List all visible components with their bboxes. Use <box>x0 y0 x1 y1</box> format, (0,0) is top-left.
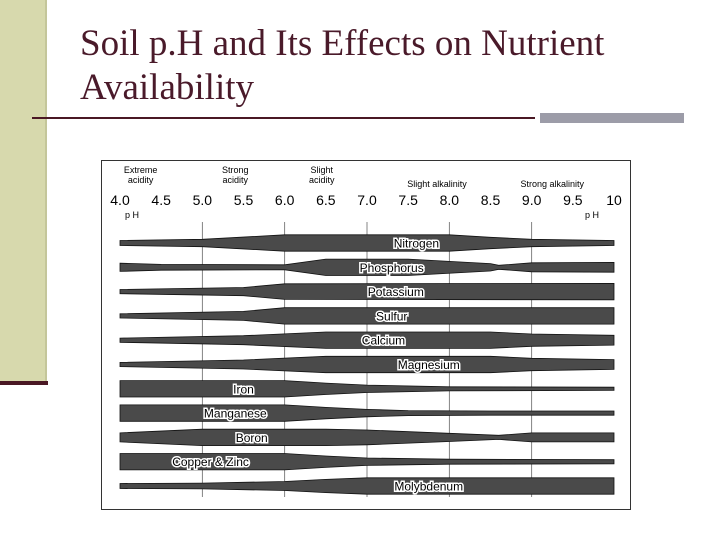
ph-tick-label: 6.0 <box>275 192 295 208</box>
nutrient-band <box>119 234 615 252</box>
ph-tick-label: 4.5 <box>151 192 171 208</box>
ph-tick-label: 8.0 <box>440 192 460 208</box>
title-rule <box>32 117 535 119</box>
nutrient-label: Copper & Zinc <box>172 455 249 469</box>
nutrient-label: Phosphorus <box>360 261 424 275</box>
nutrient-band <box>119 282 615 301</box>
slide-title: Soil p.H and Its Effects on Nutrient Ava… <box>80 22 700 110</box>
nutrient-band <box>119 331 615 349</box>
ph-axis-label-right: p H <box>585 210 599 220</box>
nutrient-band <box>119 477 615 495</box>
nutrient-label: Manganese <box>204 407 267 421</box>
sidebar-underline <box>0 381 48 385</box>
ph-tick-label: 5.5 <box>234 192 254 208</box>
ph-tick-label: 9.0 <box>522 192 542 208</box>
title-rule-accent <box>540 113 684 123</box>
alkalinity-label: Strong alkalinity <box>520 179 584 189</box>
alkalinity-label: Slight alkalinity <box>407 179 467 189</box>
ph-axis-label-left: p H <box>125 210 139 220</box>
nutrient-label: Calcium <box>362 334 405 348</box>
acidity-label-line-2: acidity <box>309 175 335 185</box>
ph-tick-label: 7.0 <box>357 192 377 208</box>
ph-tick-label: 6.5 <box>316 192 336 208</box>
nutrient-availability-chart: Extreme acidity Strong acidity Slight acidity… <box>101 160 631 510</box>
ph-tick-label: 10 <box>606 192 622 208</box>
nutrient-availability-svg: ExtremeacidityStrongaciditySlightacidity… <box>101 160 631 510</box>
nutrient-band <box>119 380 615 398</box>
nutrient-label: Nitrogen <box>394 237 439 251</box>
nutrient-label: Iron <box>233 382 254 396</box>
nutrient-label: Molybdenum <box>394 480 463 494</box>
nutrient-label: Magnesium <box>398 358 460 372</box>
nutrient-band <box>119 307 615 325</box>
ph-tick-label: 4.0 <box>110 192 130 208</box>
nutrient-band <box>119 258 615 276</box>
nutrient-label: Potassium <box>368 285 424 299</box>
ph-tick-label: 5.0 <box>193 192 213 208</box>
slide-title-line-2: Availability <box>80 67 254 108</box>
nutrient-label: Sulfur <box>376 309 407 323</box>
accent-sidebar <box>0 0 47 385</box>
acidity-label-line-1: Extreme <box>124 165 158 175</box>
slide-title-line-1: Soil p.H and Its Effects on Nutrient <box>80 23 605 64</box>
nutrient-label: Boron <box>236 431 268 445</box>
nutrient-band <box>119 355 615 374</box>
acidity-label-line-1: Strong <box>222 165 249 175</box>
nutrient-band <box>119 453 615 471</box>
nutrient-band <box>119 404 615 422</box>
nutrient-band <box>119 428 615 446</box>
ph-tick-label: 8.5 <box>481 192 501 208</box>
ph-tick-label: 7.5 <box>398 192 418 208</box>
ph-tick-label: 9.5 <box>563 192 583 208</box>
acidity-label-line-1: Slight <box>310 165 333 175</box>
acidity-label-line-2: acidity <box>128 175 154 185</box>
acidity-label-line-2: acidity <box>223 175 249 185</box>
